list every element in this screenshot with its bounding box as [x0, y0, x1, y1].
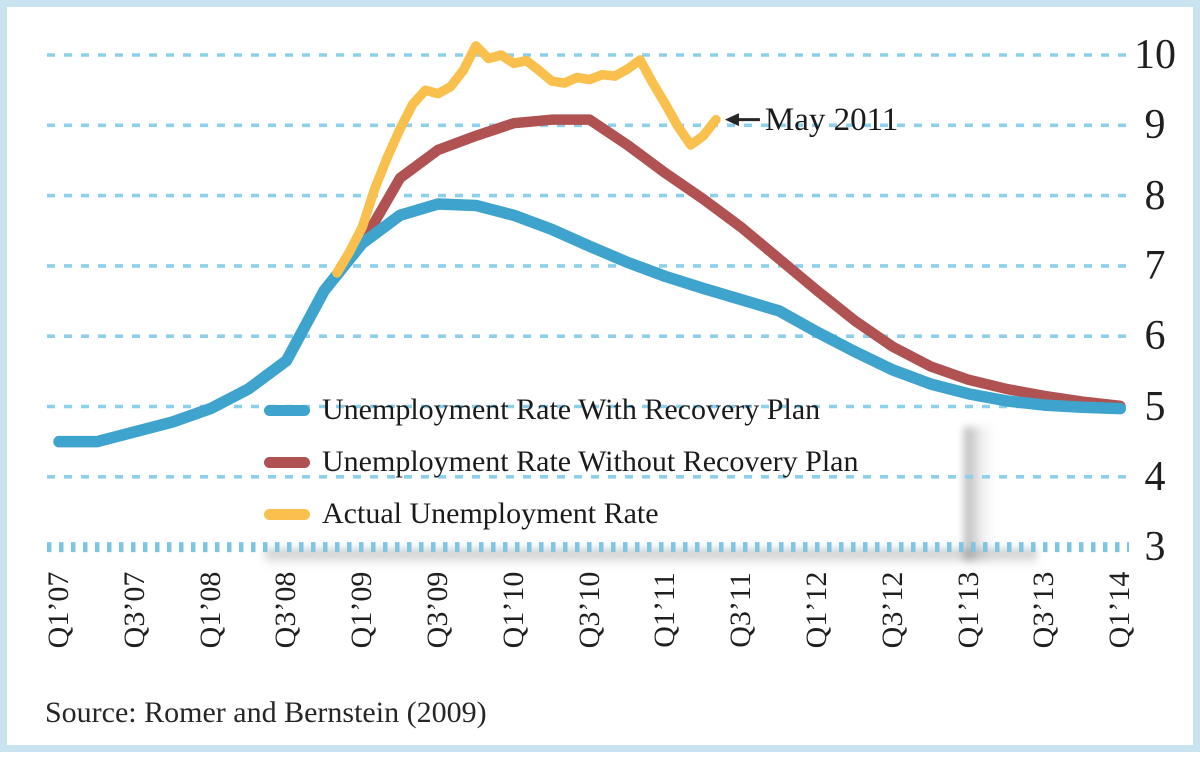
unemployment-line-chart	[47, 41, 1129, 553]
shadow-artifact-right	[964, 427, 996, 561]
legend-label-actual: Actual Unemployment Rate	[322, 497, 659, 530]
annotation-arrowhead-icon	[724, 113, 739, 127]
y-tick-label-6: 6	[1144, 313, 1166, 360]
x-tick-label: Q3’09	[421, 571, 454, 649]
red-line-swatch-icon	[264, 457, 310, 468]
x-tick-label: Q1’10	[496, 571, 530, 649]
x-tick-label: Q1’13	[951, 571, 985, 649]
series-with-plan-line	[53, 198, 1126, 448]
blue-line-swatch-icon	[264, 405, 310, 416]
y-tick-label-9: 9	[1144, 102, 1166, 149]
x-tick-label: Q1’11	[648, 572, 682, 648]
y-tick-label-3: 3	[1144, 524, 1166, 571]
y-tick-label-7: 7	[1144, 242, 1166, 289]
x-tick-label: Q1’12	[800, 571, 833, 649]
x-tick-label: Q3’13	[1027, 571, 1061, 649]
y-tick-label-4: 4	[1144, 453, 1166, 500]
y-tick-label-8: 8	[1144, 172, 1166, 219]
series-actual-line	[332, 41, 721, 278]
legend-label-with-plan: Unemployment Rate With Recovery Plan	[322, 393, 821, 426]
y-tick-label-10: 10	[1134, 32, 1176, 78]
y-tick-label-5: 5	[1144, 383, 1166, 430]
x-tick-label: Q3’08	[269, 571, 303, 649]
shadow-artifact-bottom	[265, 549, 1037, 566]
x-tick-label: Q1’09	[345, 571, 379, 649]
legend-label-without-plan: Unemployment Rate Without Recovery Plan	[322, 445, 859, 478]
x-tick-label: Q3’10	[572, 571, 606, 649]
x-tick-label: Q3’07	[117, 571, 151, 649]
annotation-may-2011: May 2011	[764, 101, 899, 138]
x-tick-label: Q1’07	[42, 571, 75, 649]
yellow-line-swatch-icon	[264, 509, 310, 520]
source-note: Source: Romer and Bernstein (2009)	[45, 696, 487, 729]
x-tick-label: Q1’14	[1103, 571, 1137, 649]
x-tick-label: Q1’08	[193, 571, 227, 649]
x-tick-label: Q3’12	[875, 571, 909, 649]
x-tick-label: Q3’11	[724, 572, 758, 648]
